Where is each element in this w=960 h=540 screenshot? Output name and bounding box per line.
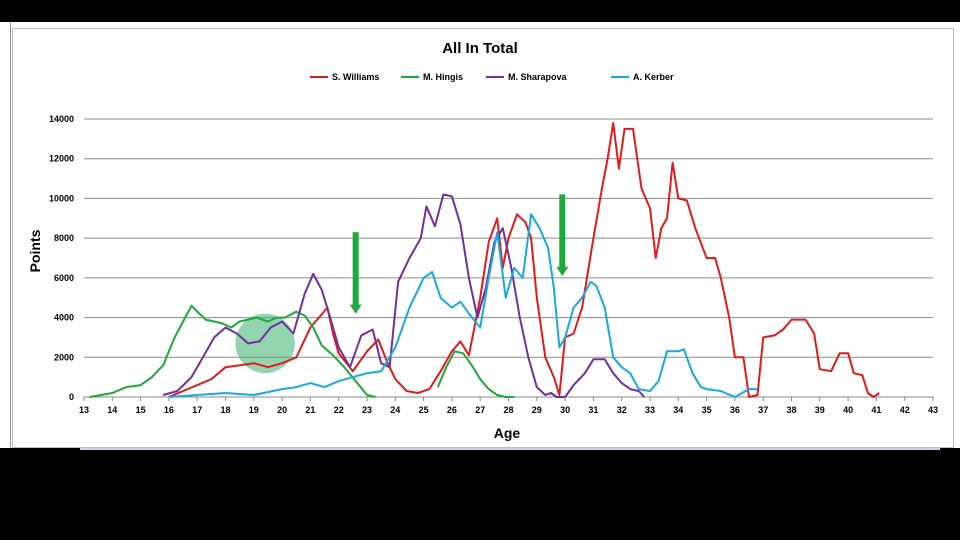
x-tick-label: 23	[362, 405, 372, 415]
highlight-circle	[235, 313, 295, 374]
y-tick-label: 10000	[49, 193, 74, 203]
down-arrow-shaft-1	[352, 232, 359, 306]
x-tick-label: 16	[164, 405, 174, 415]
x-tick-label: 24	[390, 405, 400, 415]
series-line-a-kerber	[168, 213, 758, 398]
x-tick-label: 38	[786, 405, 796, 415]
y-tick-label: 4000	[54, 313, 74, 323]
x-tick-label: 39	[815, 405, 825, 415]
down-arrow-head-1	[349, 304, 362, 314]
series-line-s-williams	[168, 122, 880, 398]
legend-label-s-williams: S. Williams	[332, 72, 379, 82]
sheet-scroll-edge[interactable]	[80, 447, 940, 450]
x-tick-label: 25	[419, 405, 429, 415]
y-axis-label: Points	[27, 229, 43, 272]
chart-title: All In Total	[442, 40, 518, 57]
y-tick-label: 2000	[54, 352, 74, 362]
chart-area[interactable]: 0 2000 4000 6000 8000 10000 12000 14000 13 14 15 16…	[12, 28, 954, 448]
x-tick-label: 30	[560, 405, 570, 415]
y-tick-label: 0	[69, 392, 74, 402]
down-arrow-shaft-2	[559, 194, 566, 268]
series-line-m-hingis-segment-2	[436, 350, 515, 398]
line-chart: 0 2000 4000 6000 8000 10000 12000 14000 13 14 15 16…	[27, 40, 938, 441]
x-tick-label: 33	[645, 405, 655, 415]
x-tick-label: 22	[334, 405, 344, 415]
y-tick-label: 12000	[49, 154, 74, 164]
x-tick-label: 41	[871, 405, 881, 415]
legend-label-m-sharapova: M. Sharapova	[508, 72, 568, 82]
x-tick-label: 27	[475, 405, 485, 415]
x-tick-label: 28	[503, 405, 513, 415]
series-line-m-sharapova	[162, 193, 646, 398]
x-tick-label: 31	[588, 405, 598, 415]
x-tick-label: 35	[702, 405, 712, 415]
x-tick-label: 42	[900, 405, 910, 415]
x-tick-label: 13	[79, 405, 89, 415]
x-tick-label: 15	[136, 405, 146, 415]
x-tick-label: 43	[928, 405, 938, 415]
x-axis-label: Age	[494, 425, 521, 441]
legend-label-a-kerber: A. Kerber	[633, 72, 674, 82]
x-tick-label: 29	[532, 405, 542, 415]
x-tick-label: 36	[730, 405, 740, 415]
x-tick-label: 26	[447, 405, 457, 415]
legend: S. Williams M. Hingis M. Sharapova A. Kerbe…	[310, 72, 674, 82]
series-lines	[89, 122, 880, 398]
y-tick-label: 14000	[49, 114, 74, 124]
row-header-strip	[0, 22, 11, 448]
x-tick-label: 32	[617, 405, 627, 415]
series-line-m-hingis	[89, 304, 376, 398]
annotation-layer-under	[235, 313, 295, 374]
x-tick-label: 17	[192, 405, 202, 415]
down-arrow-head-2	[556, 266, 569, 276]
x-tick-label: 37	[758, 405, 768, 415]
legend-label-m-hingis: M. Hingis	[423, 72, 463, 82]
x-tick-label: 19	[249, 405, 259, 415]
y-tick-label: 8000	[54, 233, 74, 243]
axes: 0 2000 4000 6000 8000 10000 12000 14000 13 14 15 16…	[49, 114, 938, 415]
x-tick-label: 14	[107, 405, 117, 415]
x-tick-label: 18	[220, 405, 230, 415]
annotation-layer-over	[349, 194, 569, 314]
x-tick-label: 34	[673, 405, 683, 415]
x-tick-label: 21	[305, 405, 315, 415]
x-tick-label: 20	[277, 405, 287, 415]
y-tick-label: 6000	[54, 273, 74, 283]
x-tick-label: 40	[843, 405, 853, 415]
